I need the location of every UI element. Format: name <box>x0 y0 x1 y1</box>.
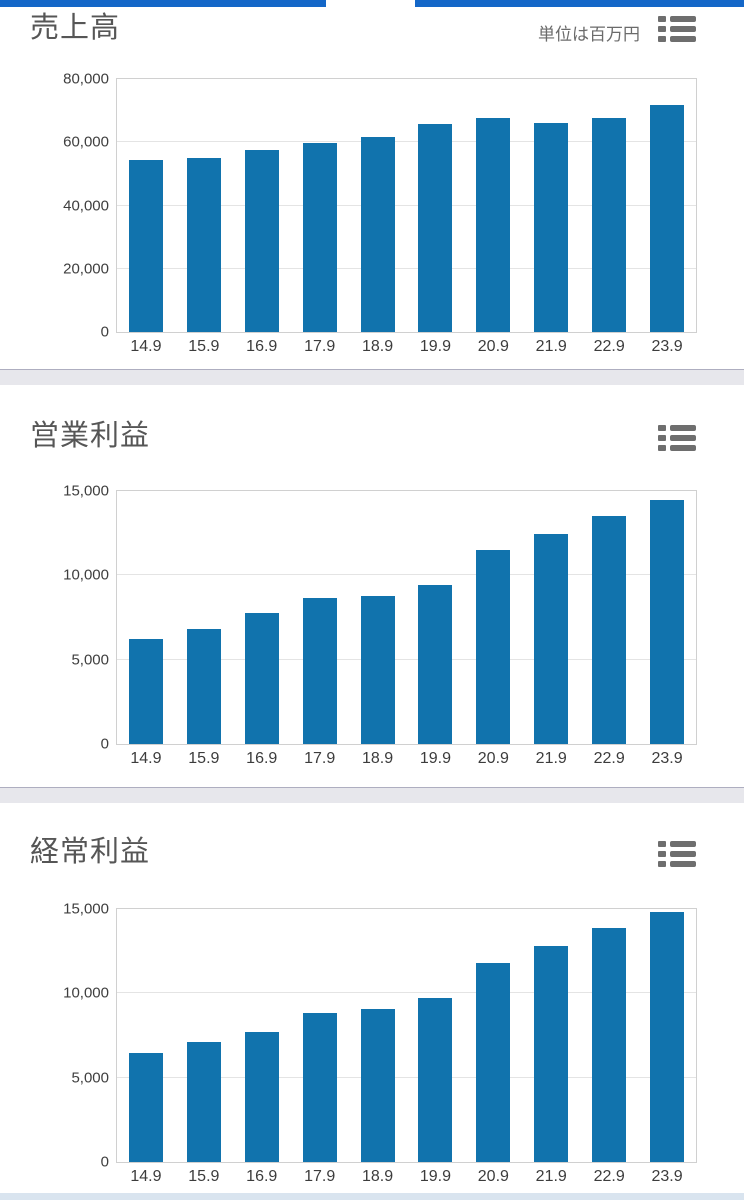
bar <box>186 158 221 332</box>
x-axis-tick-label: 19.9 <box>419 750 452 767</box>
bar <box>186 629 221 744</box>
gridline <box>117 574 696 576</box>
bar <box>534 946 569 1162</box>
x-axis-tick-label: 19.9 <box>419 338 452 355</box>
bar <box>592 928 627 1162</box>
sales-chart-section: 売上高 単位は百万円 0 20,000 40,000 60,000 80,000 14.9… <box>0 7 744 369</box>
x-axis-tick-label: 21.9 <box>535 1168 567 1185</box>
bar <box>650 105 685 332</box>
x-axis-tick-label: 14.9 <box>130 338 162 355</box>
section-divider <box>0 787 744 803</box>
bar <box>476 962 511 1162</box>
bar <box>418 123 453 332</box>
gridline <box>117 267 696 269</box>
chart-title-sales: 売上高 <box>30 12 121 44</box>
x-axis-tick-label: 17.9 <box>304 750 336 767</box>
y-axis-tick-label: 40,000 <box>63 197 109 214</box>
x-axis-tick-label: 14.9 <box>130 1168 162 1185</box>
active-tab-indicator <box>326 0 415 7</box>
x-axis-tick-label: 18.9 <box>361 1168 394 1185</box>
x-axis-tick-label: 19.9 <box>419 1168 452 1185</box>
list-icon[interactable] <box>658 425 696 453</box>
bar <box>302 142 337 332</box>
ordinary-profit-chart-section: 経常利益 0 5,000 10,000 15,000 14.9 15.9 16.9 17.9 1… <box>0 803 744 1193</box>
bar-chart-sales: 0 20,000 40,000 60,000 80,000 14.9 15.9 16.9 17.… <box>63 72 697 355</box>
bar <box>650 500 685 744</box>
y-axis-tick-label: 10,000 <box>63 984 109 1002</box>
bar <box>186 1042 221 1162</box>
x-axis-tick-label: 15.9 <box>188 1168 220 1185</box>
gridline <box>117 658 696 660</box>
x-axis-tick-label: 20.9 <box>477 1168 509 1185</box>
x-axis-tick-label: 22.9 <box>593 1168 625 1185</box>
x-axis-tick-label: 16.9 <box>246 750 278 767</box>
x-axis-tick-label: 22.9 <box>593 750 625 767</box>
bar <box>476 117 511 332</box>
bar <box>534 122 569 332</box>
y-axis-tick-label: 0 <box>100 323 109 341</box>
list-icon[interactable] <box>658 841 696 869</box>
list-icon[interactable] <box>658 16 696 44</box>
x-axis-tick-label: 16.9 <box>246 338 278 355</box>
bar <box>128 638 163 744</box>
gridline <box>117 992 696 994</box>
top-tab-bar <box>0 0 744 7</box>
y-axis-tick-label: 5,000 <box>71 1069 109 1087</box>
section-divider <box>0 369 744 385</box>
bar <box>534 534 569 744</box>
bar-chart-ordinary-profit: 0 5,000 10,000 15,000 14.9 15.9 16.9 17.9 18.9 19… <box>63 902 697 1185</box>
bar <box>418 997 453 1162</box>
bar <box>244 149 279 332</box>
y-axis-tick-label: 0 <box>100 735 109 753</box>
bar <box>244 1032 279 1162</box>
x-axis-tick-label: 14.9 <box>130 750 162 767</box>
bar <box>592 117 627 332</box>
bar <box>418 584 453 744</box>
chart-title-ordinary-profit: 経常利益 <box>30 836 151 868</box>
y-axis-tick-label: 5,000 <box>71 651 109 669</box>
bottom-bar <box>0 1193 744 1200</box>
gridline <box>117 204 696 206</box>
x-axis-tick-label: 23.9 <box>651 1168 683 1185</box>
x-axis-tick-label: 20.9 <box>477 750 509 767</box>
y-axis-tick-label: 60,000 <box>63 133 109 151</box>
x-axis-tick-label: 21.9 <box>535 338 567 355</box>
x-axis-tick-label: 23.9 <box>651 750 683 767</box>
x-axis-tick-label: 15.9 <box>188 338 220 355</box>
gridline <box>117 1076 696 1078</box>
y-axis-tick-label: 10,000 <box>63 566 109 584</box>
operating-profit-chart-section: 営業利益 0 5,000 10,000 15,000 14.9 15.9 16.9 17.9 1… <box>0 385 744 787</box>
x-axis-tick-label: 17.9 <box>304 338 336 355</box>
gridline <box>117 141 696 143</box>
bar <box>360 1009 395 1162</box>
x-axis-tick-label: 20.9 <box>477 338 509 355</box>
bar <box>128 1053 163 1162</box>
x-axis-tick-label: 18.9 <box>361 750 394 767</box>
x-axis-tick-label: 16.9 <box>246 1168 278 1185</box>
bar-chart-operating-profit: 0 5,000 10,000 15,000 14.9 15.9 16.9 17.9 18.9 19… <box>63 484 697 767</box>
y-axis-tick-label: 20,000 <box>63 260 109 278</box>
bar <box>244 613 279 744</box>
bar <box>360 595 395 744</box>
chart-title-operating-profit: 営業利益 <box>30 420 151 452</box>
y-axis-tick-label: 15,000 <box>63 482 109 500</box>
unit-label: 単位は百万円 <box>538 25 640 44</box>
y-axis-tick-label: 15,000 <box>63 900 109 918</box>
bar <box>302 598 337 744</box>
bar <box>592 516 627 744</box>
x-axis-tick-label: 18.9 <box>361 338 394 355</box>
bar <box>650 911 685 1162</box>
bar <box>302 1012 337 1162</box>
y-axis-tick-label: 80,000 <box>63 70 109 88</box>
bar <box>476 550 511 744</box>
x-axis-tick-label: 17.9 <box>304 1168 336 1185</box>
x-axis-tick-label: 15.9 <box>188 750 220 767</box>
y-axis-tick-label: 0 <box>100 1153 109 1171</box>
x-axis-tick-label: 23.9 <box>651 338 683 355</box>
x-axis-tick-label: 22.9 <box>593 338 625 355</box>
bar <box>360 137 395 332</box>
x-axis-tick-label: 21.9 <box>535 750 567 767</box>
bar <box>128 159 163 332</box>
